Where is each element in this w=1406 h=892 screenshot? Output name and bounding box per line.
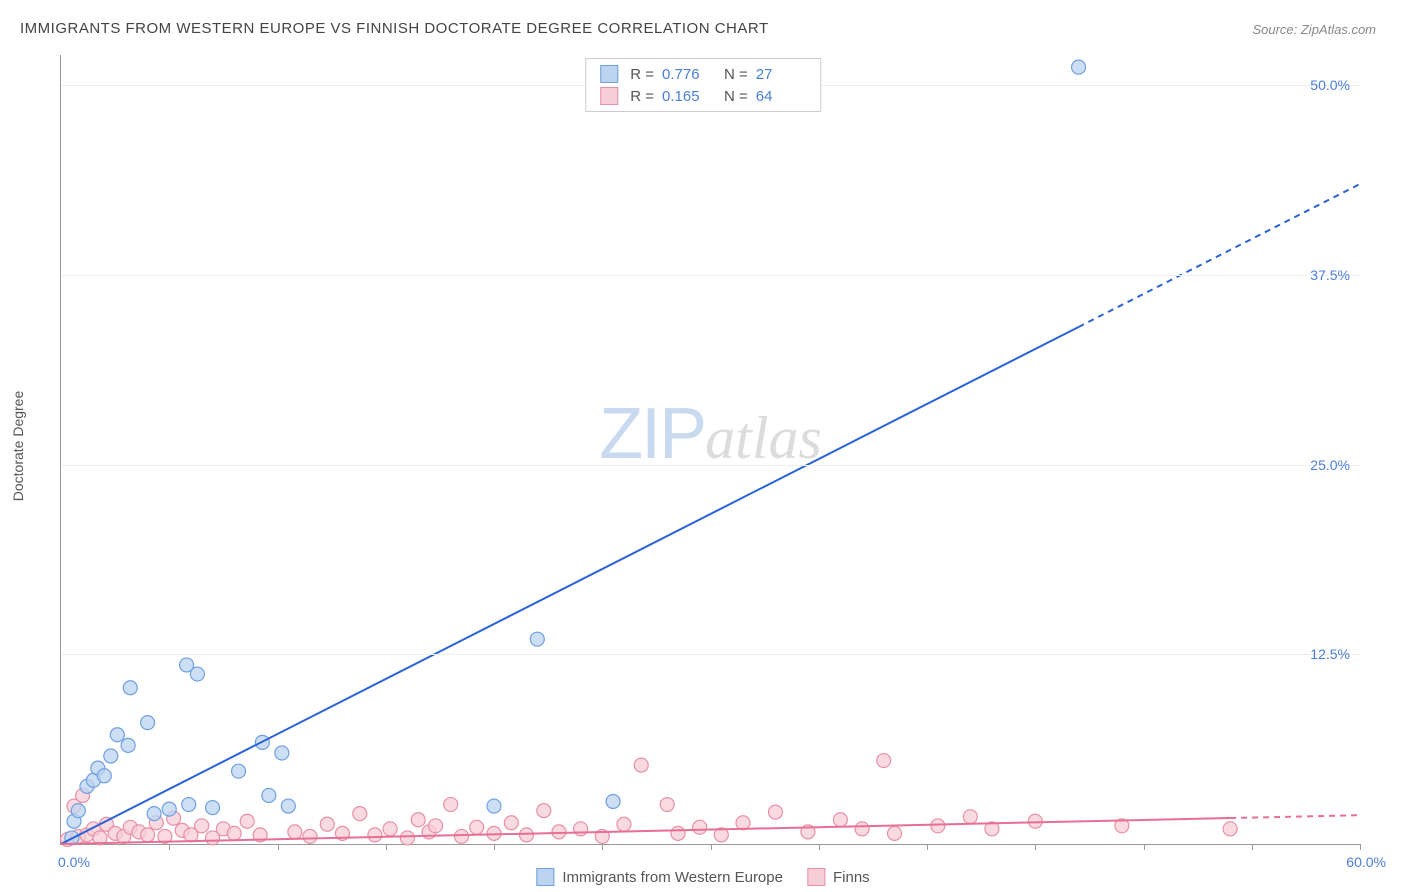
stats-legend: R = 0.776 N = 27 R = 0.165 N = 64	[585, 58, 821, 112]
legend-label-immigrants: Immigrants from Western Europe	[562, 869, 783, 886]
r-value-immigrants: 0.776	[662, 66, 712, 83]
source-attribution: Source: ZipAtlas.com	[1252, 22, 1376, 37]
r-label: R =	[630, 66, 654, 83]
y-tick-label: 37.5%	[1310, 267, 1350, 283]
swatch-finns-icon	[807, 868, 825, 886]
y-tick-label: 25.0%	[1310, 457, 1350, 473]
x-origin-label: 0.0%	[58, 854, 90, 870]
swatch-immigrants	[600, 65, 618, 83]
stats-row-finns: R = 0.165 N = 64	[586, 85, 820, 107]
n-value-immigrants: 27	[756, 66, 806, 83]
swatch-finns	[600, 87, 618, 105]
r-value-finns: 0.165	[662, 88, 712, 105]
chart-svg	[61, 55, 1360, 844]
y-axis-title: Doctorate Degree	[10, 391, 26, 502]
y-tick-label: 50.0%	[1310, 77, 1350, 93]
y-tick-label: 12.5%	[1310, 646, 1350, 662]
legend-item-immigrants: Immigrants from Western Europe	[536, 868, 783, 886]
n-value-finns: 64	[756, 88, 806, 105]
swatch-immigrants-icon	[536, 868, 554, 886]
n-label: N =	[724, 88, 748, 105]
legend-item-finns: Finns	[807, 868, 870, 886]
x-max-label: 60.0%	[1346, 854, 1386, 870]
series-legend: Immigrants from Western Europe Finns	[530, 866, 875, 888]
r-label: R =	[630, 88, 654, 105]
stats-row-immigrants: R = 0.776 N = 27	[586, 63, 820, 85]
plot-area: ZIPatlas 12.5%25.0%37.5%50.0%	[60, 55, 1360, 845]
n-label: N =	[724, 66, 748, 83]
legend-label-finns: Finns	[833, 869, 870, 886]
chart-title: IMMIGRANTS FROM WESTERN EUROPE VS FINNIS…	[20, 20, 769, 37]
